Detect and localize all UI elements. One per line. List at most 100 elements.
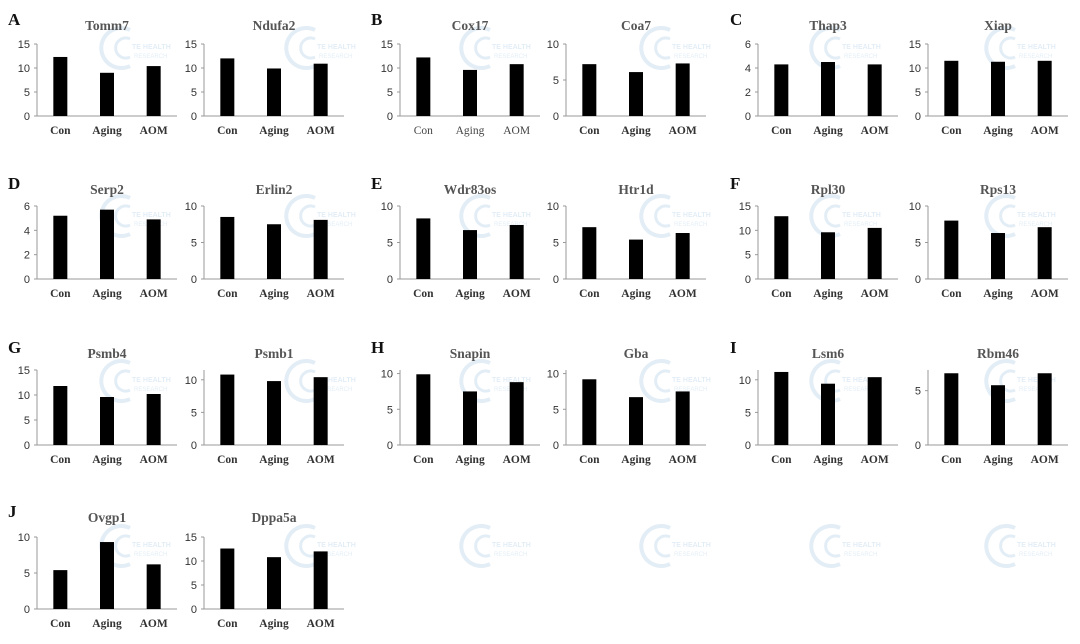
x-category-label: AOM [669, 454, 697, 466]
x-category-label: Aging [455, 454, 485, 466]
x-category-label: Con [413, 454, 434, 466]
y-tick-label: 15 [185, 532, 197, 544]
y-tick-label: 6 [24, 201, 30, 213]
bar-aom [675, 63, 690, 116]
bar-aom [867, 377, 882, 445]
y-tick-label: 5 [24, 415, 30, 427]
bar-con [53, 215, 68, 279]
bar-con [220, 58, 235, 116]
panel-letter: B [371, 10, 383, 29]
y-tick-label: 5 [553, 75, 559, 87]
bar-con [416, 218, 431, 279]
bar-aom [146, 219, 161, 279]
panel-letter: G [8, 338, 22, 357]
bar-aom [313, 219, 328, 279]
panel-letter: H [371, 338, 385, 357]
chart-title: Wdr83os [444, 182, 497, 197]
y-tick-label: 0 [915, 440, 921, 452]
bar-aom [509, 382, 524, 445]
y-tick-label: 5 [191, 87, 197, 99]
x-category-label: Aging [621, 125, 651, 137]
y-tick-label: 0 [24, 111, 30, 123]
panel-letter: I [730, 338, 737, 357]
x-category-label: AOM [669, 125, 697, 137]
x-category-label: AOM [140, 618, 168, 630]
x-category-label: Con [217, 454, 238, 466]
x-category-label: Con [50, 618, 71, 630]
y-tick-label: 10 [547, 39, 559, 51]
bar-con [220, 374, 235, 445]
y-tick-label: 5 [387, 404, 393, 416]
x-category-label: Aging [813, 125, 843, 137]
bar-aom [675, 233, 690, 279]
x-category-label: Aging [92, 288, 122, 300]
bar-aom [509, 64, 524, 116]
panel-letter: F [730, 174, 741, 193]
y-tick-label: 0 [387, 274, 393, 286]
y-tick-label: 10 [547, 201, 559, 213]
y-tick-label: 10 [381, 201, 393, 213]
x-category-label: AOM [861, 125, 889, 137]
y-tick-label: 5 [745, 407, 751, 419]
bar-aging [821, 232, 835, 279]
x-category-label: AOM [503, 454, 531, 466]
bar-con [220, 548, 235, 609]
y-tick-label: 2 [745, 87, 751, 99]
chart-title: Erlin2 [256, 182, 293, 197]
bar-aging [267, 224, 281, 279]
y-tick-label: 10 [909, 63, 921, 75]
panel-letter: J [8, 502, 17, 521]
x-category-label: Con [579, 288, 600, 300]
bar-aom [146, 564, 161, 609]
x-category-label: AOM [861, 454, 889, 466]
bar-aging [100, 72, 114, 116]
bar-con [220, 216, 235, 279]
bar-con [416, 57, 431, 116]
x-category-label: Con [217, 288, 238, 300]
bar-aging [821, 62, 835, 116]
y-tick-label: 10 [739, 375, 751, 387]
y-tick-label: 2 [24, 250, 30, 262]
bar-aging [463, 69, 477, 116]
y-tick-label: 10 [185, 375, 197, 387]
bar-con [944, 60, 959, 116]
bar-aging [267, 68, 281, 116]
y-tick-label: 0 [553, 440, 559, 452]
x-category-label: Aging [983, 125, 1013, 137]
y-tick-label: 5 [553, 404, 559, 416]
y-tick-label: 5 [745, 250, 751, 262]
y-tick-label: 10 [185, 201, 197, 213]
x-category-label: Aging [621, 454, 651, 466]
y-tick-label: 0 [24, 440, 30, 452]
y-tick-label: 0 [191, 604, 197, 616]
y-tick-label: 0 [553, 274, 559, 286]
chart-title: Rpl30 [811, 182, 846, 197]
x-category-label: AOM [1031, 125, 1059, 137]
bar-aom [1037, 373, 1052, 445]
y-tick-label: 0 [915, 111, 921, 123]
x-category-label: AOM [140, 125, 168, 137]
x-category-label: Con [771, 288, 792, 300]
y-tick-label: 4 [24, 225, 30, 237]
y-tick-label: 5 [191, 580, 197, 592]
x-category-label: Aging [92, 618, 122, 630]
x-category-label: Aging [983, 288, 1013, 300]
bar-con [53, 56, 68, 116]
x-category-label: AOM [1031, 454, 1059, 466]
x-category-label: Aging [813, 454, 843, 466]
y-tick-label: 5 [24, 568, 30, 580]
x-category-label: Con [941, 125, 962, 137]
bar-con [53, 386, 68, 445]
